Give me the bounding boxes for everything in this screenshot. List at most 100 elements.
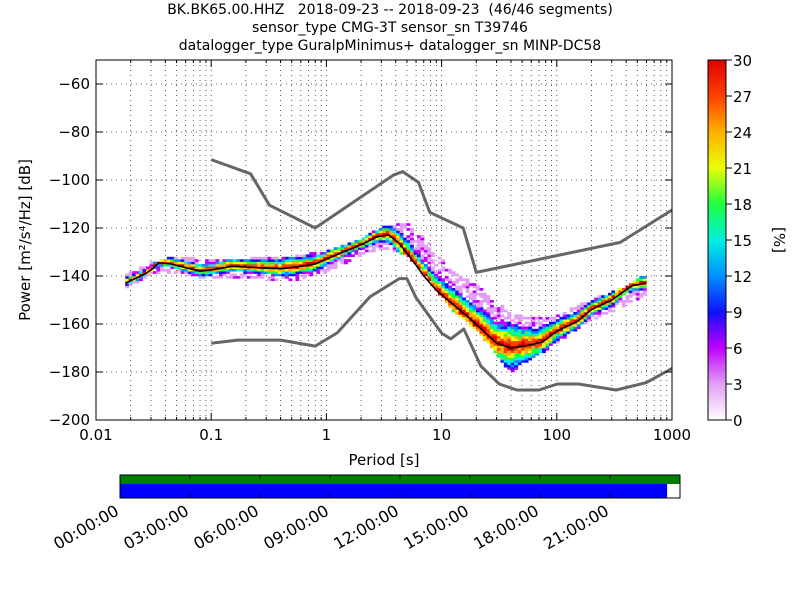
psd-cell xyxy=(194,264,199,267)
psd-cell xyxy=(472,290,477,294)
psd-cell xyxy=(274,264,279,267)
psd-cell xyxy=(434,276,439,279)
psd-cell xyxy=(420,254,425,258)
psd-cell xyxy=(514,331,519,334)
psd-cell xyxy=(410,232,414,236)
psd-cell xyxy=(225,271,230,274)
psd-cell xyxy=(545,348,550,351)
psd-cell xyxy=(410,244,414,248)
psd-cell xyxy=(569,309,574,313)
psd-cell xyxy=(576,324,581,327)
psd-cell xyxy=(482,326,487,330)
psd-cell xyxy=(281,261,286,265)
psd-cell xyxy=(437,278,442,282)
psd-cell xyxy=(128,280,133,284)
psd-cell xyxy=(521,338,526,342)
psd-cell xyxy=(455,290,460,294)
psd-cell xyxy=(507,321,512,325)
psd-cell xyxy=(514,343,519,346)
psd-cell xyxy=(535,350,539,354)
psd-cell xyxy=(524,336,529,339)
psd-cell xyxy=(319,266,324,270)
psd-cell xyxy=(350,242,355,246)
psd-cell xyxy=(597,307,602,310)
psd-cell xyxy=(476,309,480,313)
psd-cell xyxy=(364,237,369,241)
psd-cell xyxy=(489,331,494,334)
psd-cell xyxy=(642,278,647,282)
psd-cell xyxy=(302,254,307,258)
psd-cell xyxy=(535,321,539,325)
psd-cell xyxy=(288,273,293,277)
psd-cell xyxy=(601,304,605,308)
psd-cell xyxy=(205,266,209,270)
psd-cell xyxy=(312,259,317,262)
psd-cell xyxy=(601,297,605,301)
psd-cell xyxy=(330,254,335,258)
psd-cell xyxy=(524,333,529,337)
psd-cell xyxy=(326,259,331,262)
psd-cell xyxy=(552,336,557,339)
psd-cell xyxy=(180,268,185,272)
psd-cell xyxy=(368,232,373,236)
psd-cell xyxy=(507,326,512,330)
psd-cell xyxy=(361,244,366,248)
timeline-tick-label: 09:00:00 xyxy=(260,501,332,553)
psd-cell xyxy=(458,285,463,289)
psd-cell xyxy=(455,300,460,303)
psd-cell xyxy=(524,345,529,349)
psd-cell xyxy=(604,295,609,298)
psd-cell xyxy=(601,300,605,303)
psd-cell xyxy=(587,304,592,308)
psd-cell xyxy=(517,357,522,361)
psd-cell xyxy=(333,259,338,262)
psd-cell xyxy=(194,259,199,262)
psd-cell xyxy=(479,309,484,313)
psd-cell xyxy=(482,316,487,320)
psd-cell xyxy=(531,333,536,337)
psd-cell xyxy=(427,266,432,270)
psd-cell xyxy=(309,268,314,272)
psd-cell xyxy=(260,268,265,272)
psd-cell xyxy=(156,268,161,272)
psd-cell xyxy=(566,331,571,334)
psd-cell xyxy=(326,249,331,253)
psd-cell xyxy=(594,309,599,313)
psd-cell xyxy=(458,302,463,306)
psd-cell xyxy=(528,321,533,325)
psd-cell xyxy=(371,244,376,248)
psd-cell xyxy=(385,230,390,234)
psd-cell xyxy=(382,235,387,238)
psd-cell xyxy=(198,271,203,274)
psd-cell xyxy=(552,338,557,342)
psd-cell xyxy=(476,316,480,320)
psd-cell xyxy=(510,324,515,327)
psd-cell xyxy=(521,336,526,339)
psd-cell xyxy=(486,319,491,322)
psd-cell xyxy=(132,276,137,279)
median-curve xyxy=(125,234,647,349)
psd-cell xyxy=(583,321,588,325)
psd-cell xyxy=(465,302,470,306)
psd-cell xyxy=(371,232,376,236)
psd-cell xyxy=(562,324,567,327)
psd-cell xyxy=(569,326,574,330)
psd-cell xyxy=(187,264,192,267)
psd-cell xyxy=(208,264,213,267)
psd-cell xyxy=(274,256,279,260)
psd-cell xyxy=(552,319,557,322)
psd-cell xyxy=(187,259,192,262)
psd-cell xyxy=(524,360,529,363)
psd-cell xyxy=(635,290,640,294)
psd-cell xyxy=(528,333,533,337)
psd-cell xyxy=(545,340,550,344)
psd-cell xyxy=(496,321,501,325)
psd-cell xyxy=(548,331,553,334)
psd-cell xyxy=(389,242,394,246)
psd-cell xyxy=(378,232,383,236)
psd-cell xyxy=(326,252,331,255)
psd-cell xyxy=(635,285,640,289)
psd-cell xyxy=(548,338,553,342)
psd-cell xyxy=(608,295,612,298)
psd-cell xyxy=(614,302,619,306)
